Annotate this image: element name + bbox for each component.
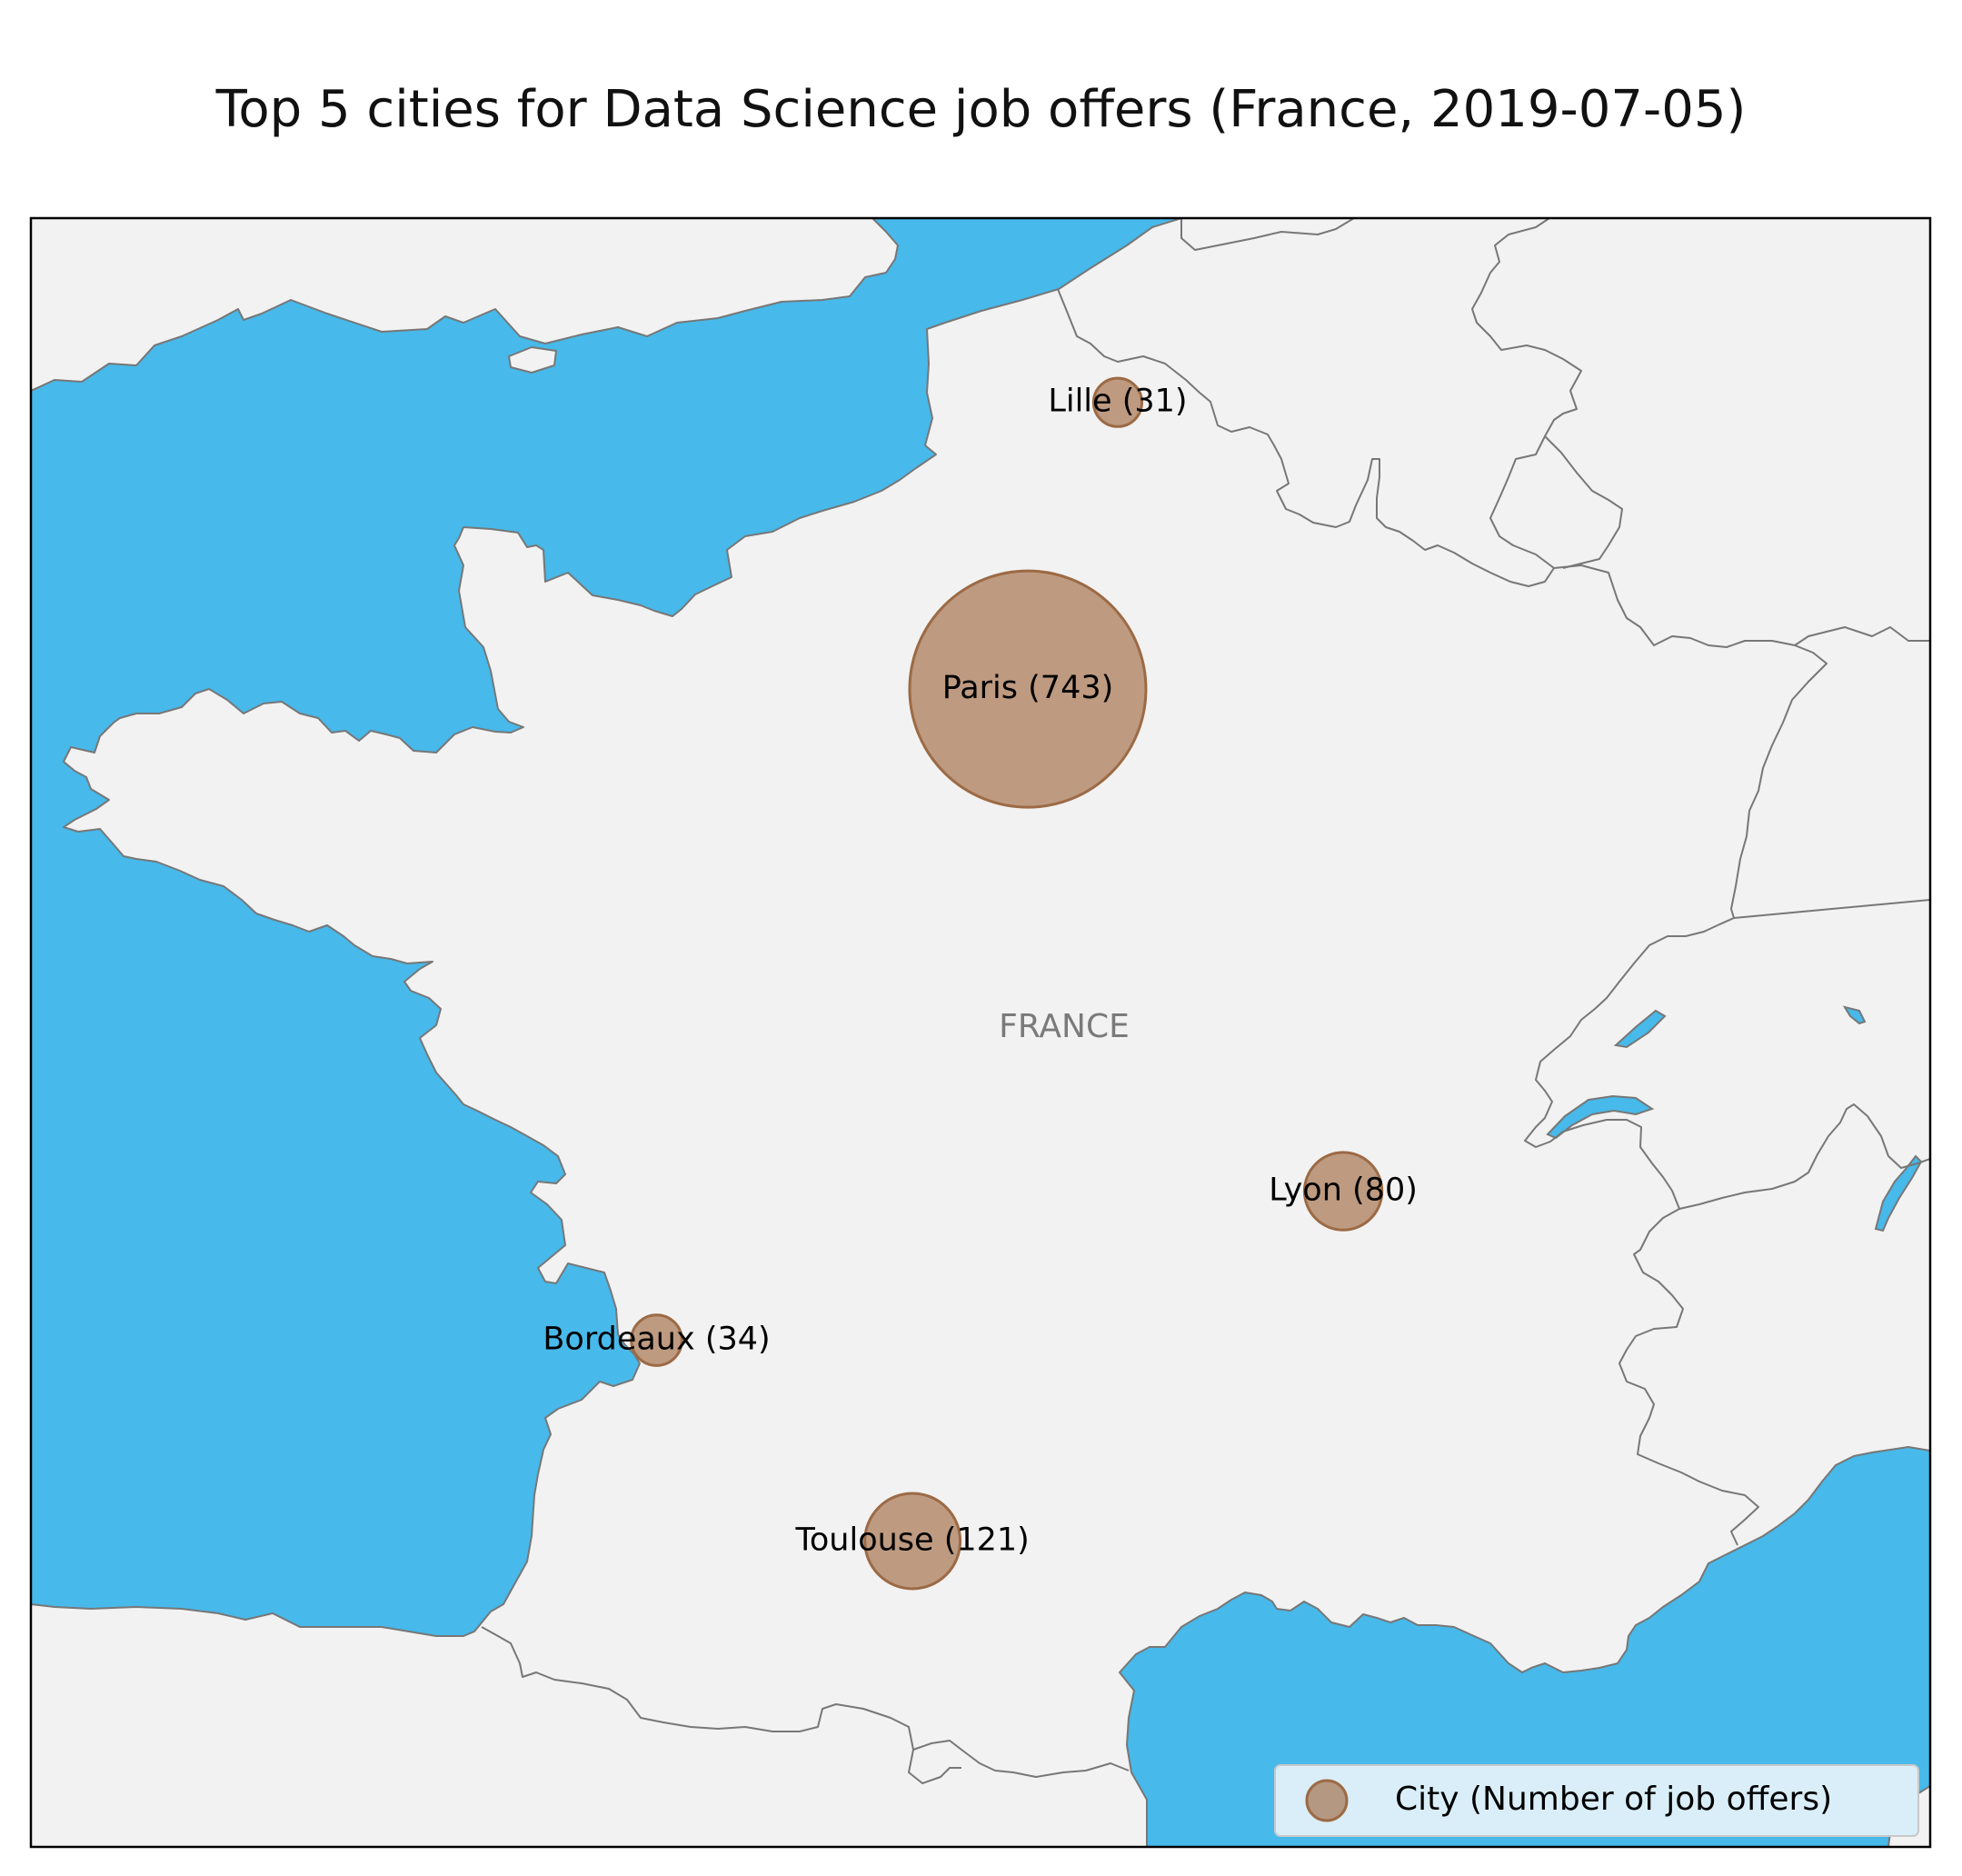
continent-land (31, 218, 1930, 1847)
lake-geneva (1546, 1094, 1655, 1140)
border-belgium (1057, 288, 1555, 587)
border-netherlands (1180, 218, 1355, 251)
map-title: Top 5 cities for Data Science job offers… (215, 80, 1747, 139)
city-markers: Paris (743) Toulouse (121) Lyon (80) Bordea… (543, 376, 1418, 1591)
great-britain-land (31, 218, 899, 392)
city-label-toulouse: Toulouse (121) (794, 1522, 1029, 1558)
legend-marker (1305, 1779, 1349, 1822)
city-label-paris: Paris (743) (942, 670, 1114, 706)
legend-label: City (Number of job offers) (1395, 1781, 1832, 1818)
city-label-lyon: Lyon (80) (1269, 1172, 1418, 1209)
border-swiss-austria (1794, 626, 1930, 646)
legend-box (1274, 1764, 1919, 1837)
border-switzerland (1524, 917, 1759, 1546)
city-marker-paris[interactable] (908, 569, 1148, 809)
city-marker-lyon[interactable] (1302, 1151, 1384, 1232)
lake-small (1842, 1005, 1867, 1025)
border-lux (1544, 435, 1623, 569)
border-spain (481, 1626, 1130, 1778)
border-swiss-italy (1678, 1103, 1930, 1210)
border-andorra (908, 1749, 961, 1784)
city-marker-lille[interactable] (1091, 376, 1144, 428)
country-label-france: FRANCE (999, 1008, 1130, 1045)
border-germany (1553, 564, 1930, 919)
city-marker-bordeaux[interactable] (630, 1313, 683, 1367)
city-marker-toulouse[interactable] (863, 1492, 962, 1591)
map-frame (29, 216, 1932, 1849)
city-label-lille: Lille (31) (1048, 384, 1187, 420)
city-label-bordeaux: Bordeaux (34) (543, 1322, 770, 1358)
legend: City (Number of job offers) (1274, 1764, 1919, 1837)
lake-neuchatel (1613, 1009, 1667, 1049)
isle-of-wight (508, 346, 557, 374)
border-belgium-ne (1471, 218, 1582, 569)
